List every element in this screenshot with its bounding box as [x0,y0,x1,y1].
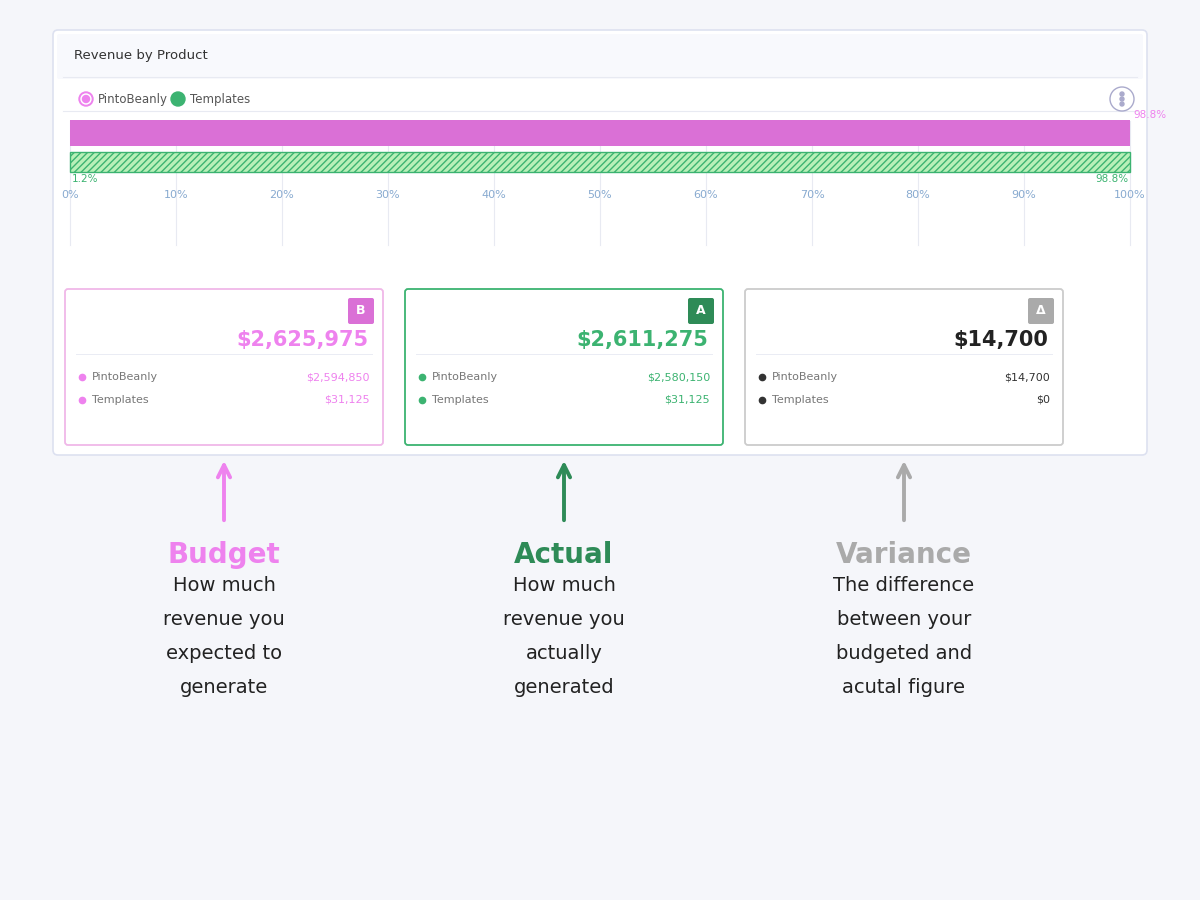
FancyBboxPatch shape [1028,298,1054,324]
Text: How much
revenue you
actually
generated: How much revenue you actually generated [503,576,625,697]
Text: $2,594,850: $2,594,850 [306,372,370,382]
Circle shape [79,92,94,106]
Circle shape [82,94,91,104]
Text: B: B [356,304,366,318]
Text: 1.2%: 1.2% [72,174,98,184]
Bar [70,152,1130,172]
Text: 20%: 20% [270,190,294,200]
Text: 10%: 10% [163,190,188,200]
FancyBboxPatch shape [406,289,722,445]
Text: Templates: Templates [432,395,488,405]
Text: Templates: Templates [190,93,251,105]
Text: 98.8%: 98.8% [1094,174,1128,184]
Text: $14,700: $14,700 [953,330,1048,350]
Text: Revenue by Product: Revenue by Product [74,50,208,62]
Text: Δ: Δ [1036,304,1046,318]
FancyBboxPatch shape [65,289,383,445]
FancyBboxPatch shape [688,298,714,324]
Text: How much
revenue you
expected to
generate: How much revenue you expected to generat… [163,576,284,697]
Text: 0%: 0% [61,190,79,200]
Circle shape [172,92,185,106]
FancyBboxPatch shape [348,298,374,324]
Text: Actual: Actual [515,541,613,569]
Text: 60%: 60% [694,190,719,200]
Text: PintoBeanly: PintoBeanly [92,372,158,382]
Text: A: A [696,304,706,318]
Text: $31,125: $31,125 [665,395,710,405]
Text: 90%: 90% [1012,190,1037,200]
Text: 30%: 30% [376,190,401,200]
Circle shape [83,95,90,103]
Text: $0: $0 [1036,395,1050,405]
FancyBboxPatch shape [745,289,1063,445]
Text: $2,625,975: $2,625,975 [236,330,368,350]
Text: $31,125: $31,125 [324,395,370,405]
Text: PintoBeanly: PintoBeanly [772,372,838,382]
Text: 40%: 40% [481,190,506,200]
Circle shape [1120,97,1124,101]
Text: Variance: Variance [836,541,972,569]
Text: Budget: Budget [168,541,281,569]
Text: 70%: 70% [799,190,824,200]
Text: 80%: 80% [906,190,930,200]
Text: $2,611,275: $2,611,275 [576,330,708,350]
Text: 50%: 50% [588,190,612,200]
Text: $2,580,150: $2,580,150 [647,372,710,382]
Text: Templates: Templates [772,395,829,405]
Text: PintoBeanly: PintoBeanly [432,372,498,382]
FancyBboxPatch shape [53,30,1147,455]
Circle shape [1120,92,1124,96]
Bar [70,152,1130,172]
Text: $14,700: $14,700 [1004,372,1050,382]
Text: Templates: Templates [92,395,149,405]
Circle shape [1120,102,1124,106]
Bar [70,120,1130,146]
Text: The difference
between your
budgeted and
acutal figure: The difference between your budgeted and… [834,576,974,697]
FancyBboxPatch shape [58,34,1142,79]
Text: PintoBeanly: PintoBeanly [98,93,168,105]
Text: 98.8%: 98.8% [1133,110,1166,120]
Text: 100%: 100% [1114,190,1146,200]
